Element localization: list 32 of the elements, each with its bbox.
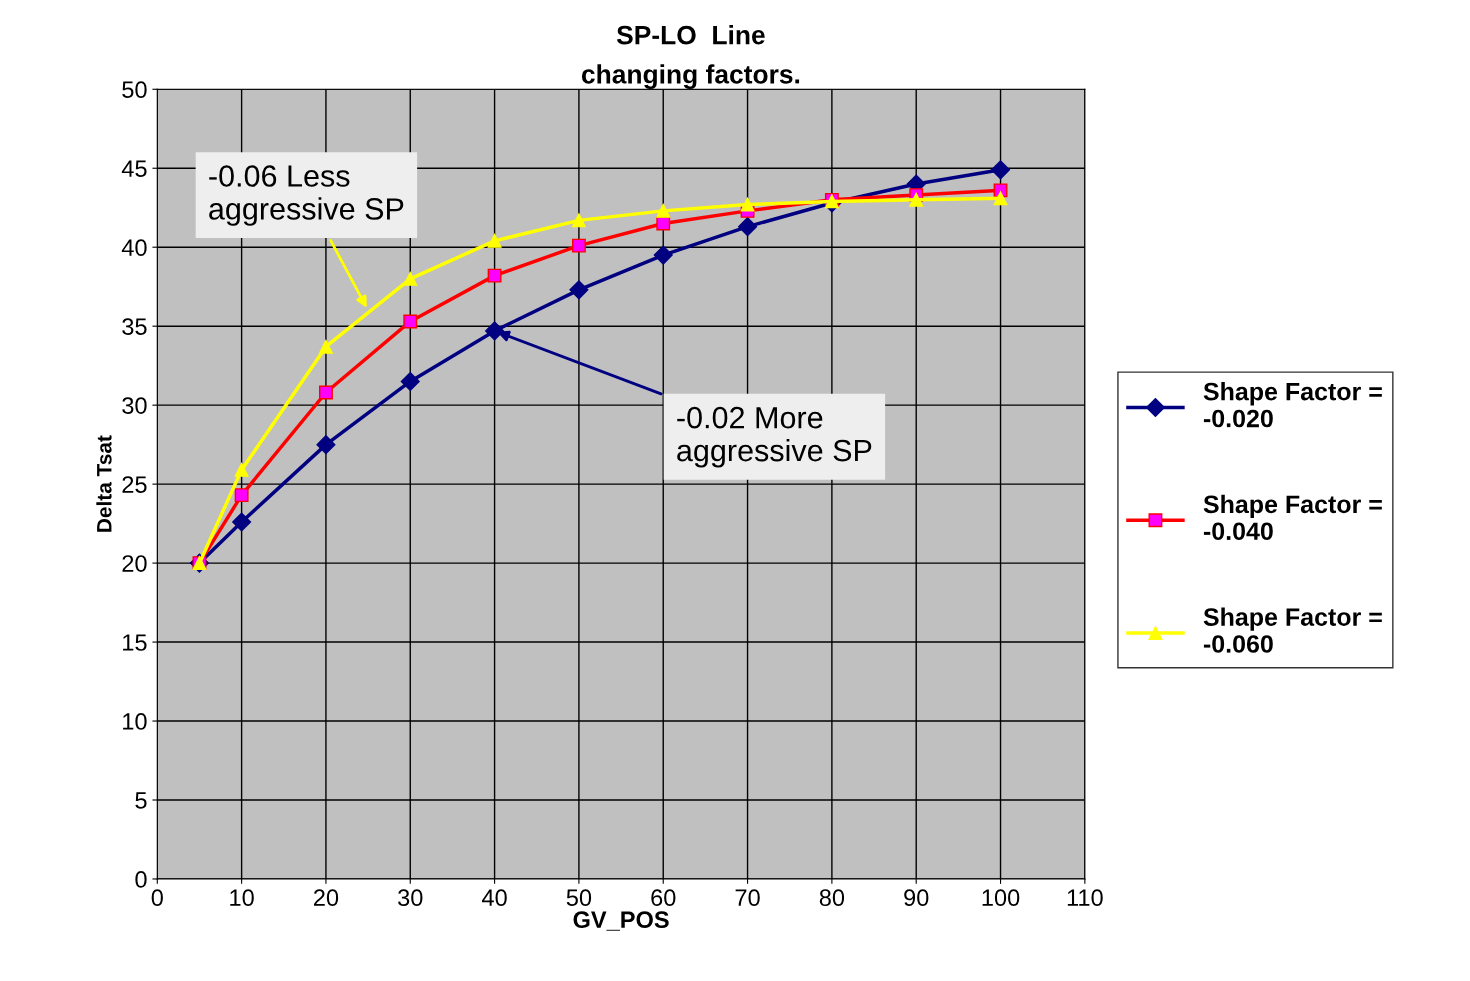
chart-title: SP-LO Line [616,25,765,45]
y-tick-label: 5 [135,792,147,809]
legend-label: Shape Factor = -0.040 [1203,494,1382,541]
x-tick-label: 20 [314,889,339,907]
chart-subtitle: changing factors. [581,64,800,89]
y-axis-title: Delta Tsat [96,435,112,532]
x-tick-label: 90 [904,889,929,907]
x-tick-label: 110 [1067,889,1103,907]
x-tick-label: 50 [566,889,592,907]
y-tick-label: 40 [121,239,147,256]
x-tick-label: 30 [398,889,423,907]
x-tick-label: 0 [151,889,163,907]
legend-label: Shape Factor = -0.060 [1203,607,1382,653]
annotation: -0.06 Less aggressive SP [209,165,404,226]
y-tick-label: 30 [122,397,147,414]
y-tick-label: 20 [122,555,147,572]
y-tick-label: 45 [121,160,147,178]
x-tick-label: 40 [482,889,507,907]
y-tick-label: 10 [123,713,147,730]
x-tick-label: 80 [819,889,845,907]
y-tick-label: 35 [122,318,147,335]
x-tick-label: 100 [982,889,1020,907]
x-tick-label: 60 [651,889,676,907]
y-tick-label: 15 [123,634,147,651]
x-axis-title: GV_POS [573,911,669,931]
x-tick-label: 10 [230,889,254,907]
annotation: -0.02 More aggressive SP [677,406,872,468]
y-tick-label: 0 [135,871,147,888]
legend-label: Shape Factor = -0.020 [1203,382,1382,428]
y-tick-label: 25 [122,476,147,493]
x-tick-label: 70 [735,889,760,907]
y-tick-label: 50 [122,81,147,99]
